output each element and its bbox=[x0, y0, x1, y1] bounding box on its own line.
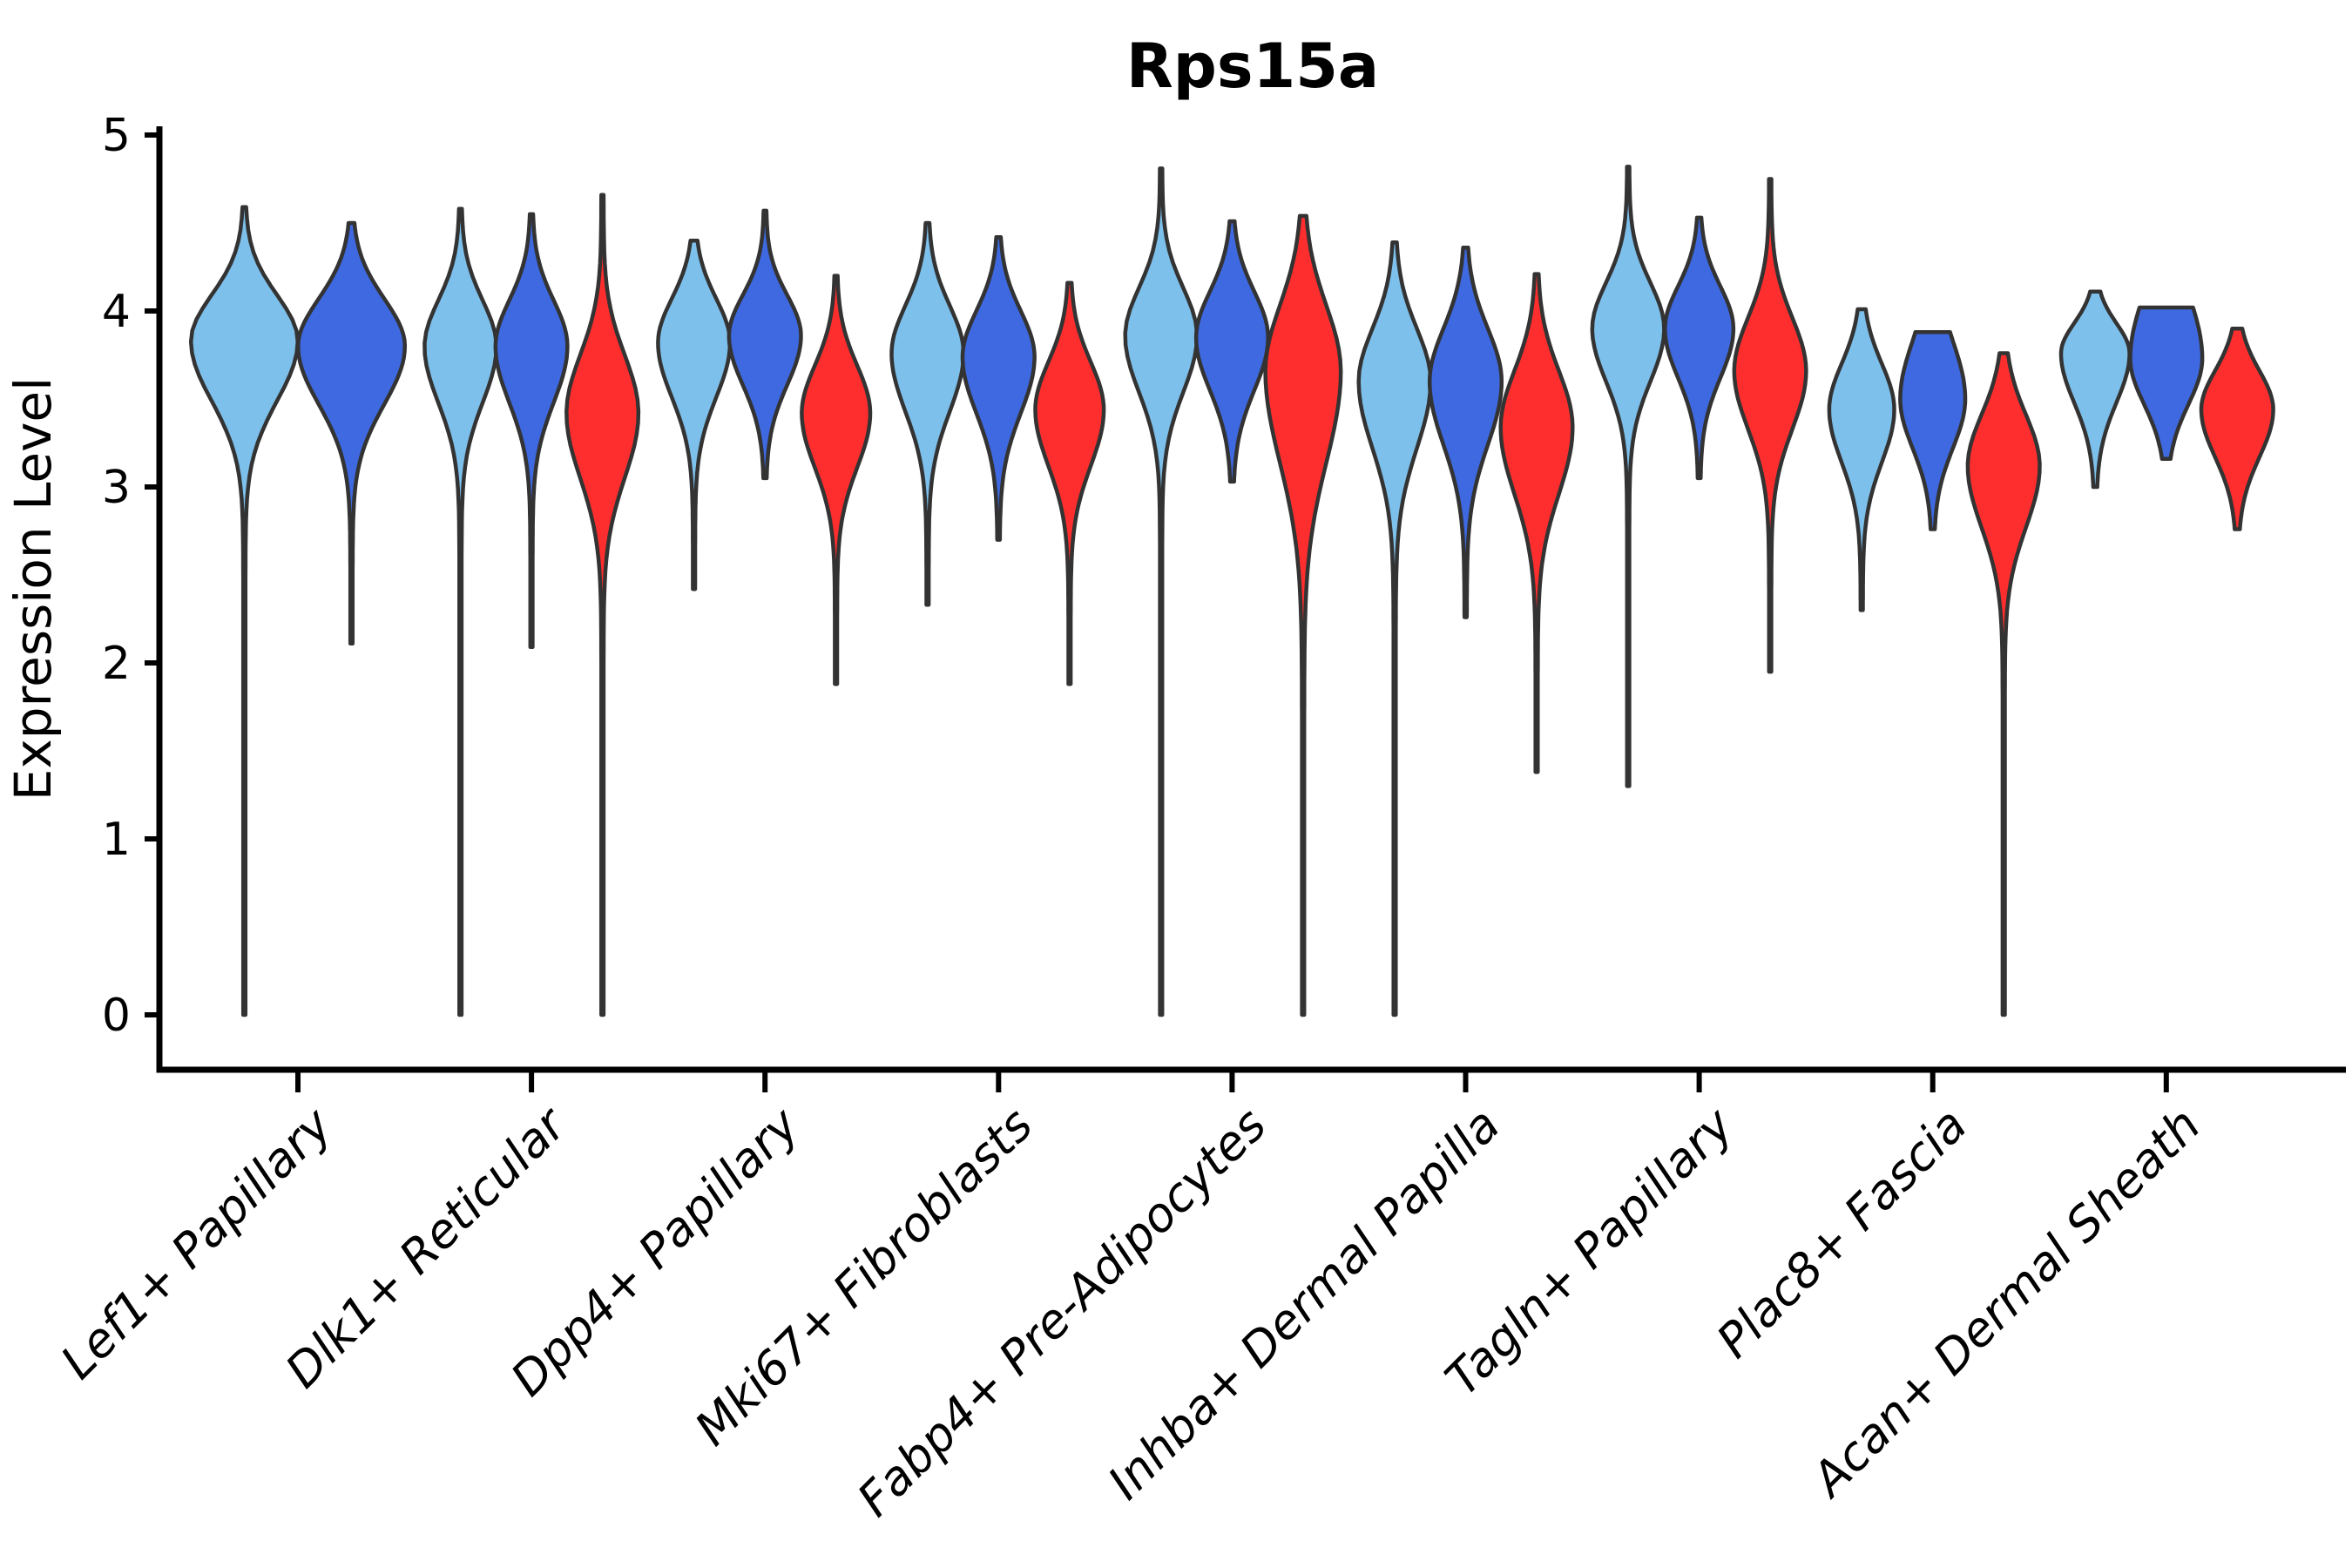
violin-6-red bbox=[1732, 177, 1808, 674]
violin-7-lightblue bbox=[1827, 307, 1896, 612]
axes-layer bbox=[145, 126, 2346, 1092]
violin-8-lightblue bbox=[2058, 289, 2132, 490]
violin-4-darkblue bbox=[1193, 219, 1270, 484]
y-tick-label-4: 4 bbox=[102, 286, 131, 338]
x-tick-label-4: Fabp4+ Pre-Adipocytes bbox=[847, 1098, 1276, 1527]
violin-4-red bbox=[1263, 213, 1343, 1017]
y-tick-label-5: 5 bbox=[102, 110, 131, 162]
violin-1-red bbox=[564, 193, 641, 1017]
violin-1-lightblue bbox=[422, 206, 499, 1017]
violin-0-lightblue bbox=[188, 205, 301, 1017]
y-axis-label: Expression Level bbox=[3, 377, 63, 801]
violin-2-lightblue bbox=[656, 238, 733, 591]
y-tick-label-3: 3 bbox=[102, 462, 131, 514]
violin-3-red bbox=[1033, 280, 1106, 686]
y-tick-label-2: 2 bbox=[102, 638, 131, 690]
chart-title: Rps15a bbox=[1126, 30, 1379, 102]
violin-5-red bbox=[1498, 272, 1575, 774]
violin-3-darkblue bbox=[960, 234, 1037, 542]
x-tick-label-5: Inhba+ Dermal Papilla bbox=[1098, 1098, 1511, 1511]
violin-8-red bbox=[2199, 326, 2275, 531]
violin-4-lightblue bbox=[1123, 166, 1200, 1017]
violin-5-darkblue bbox=[1427, 246, 1504, 619]
violin-7-red bbox=[1965, 351, 2042, 1017]
violin-2-red bbox=[800, 274, 873, 686]
violin-3-lightblue bbox=[889, 220, 966, 607]
y-tick-label-0: 0 bbox=[102, 990, 131, 1042]
violin-7-darkblue bbox=[1898, 329, 1968, 531]
y-tick-label-1: 1 bbox=[102, 814, 131, 866]
x-tick-label-8: Acan+ Dermal Sheath bbox=[1800, 1098, 2211, 1509]
violin-1-darkblue bbox=[493, 212, 570, 650]
violin-0-darkblue bbox=[295, 220, 408, 646]
violins-layer bbox=[188, 165, 2275, 1017]
axes-spines bbox=[156, 126, 2346, 1073]
violin-6-darkblue bbox=[1663, 215, 1736, 481]
violin-8-darkblue bbox=[2128, 305, 2205, 461]
violin-6-lightblue bbox=[1590, 165, 1666, 788]
x-tick-label-7: Plac8+ Fascia bbox=[1707, 1098, 1977, 1369]
violin-2-darkblue bbox=[727, 208, 803, 481]
violin-5-lightblue bbox=[1356, 240, 1433, 1017]
